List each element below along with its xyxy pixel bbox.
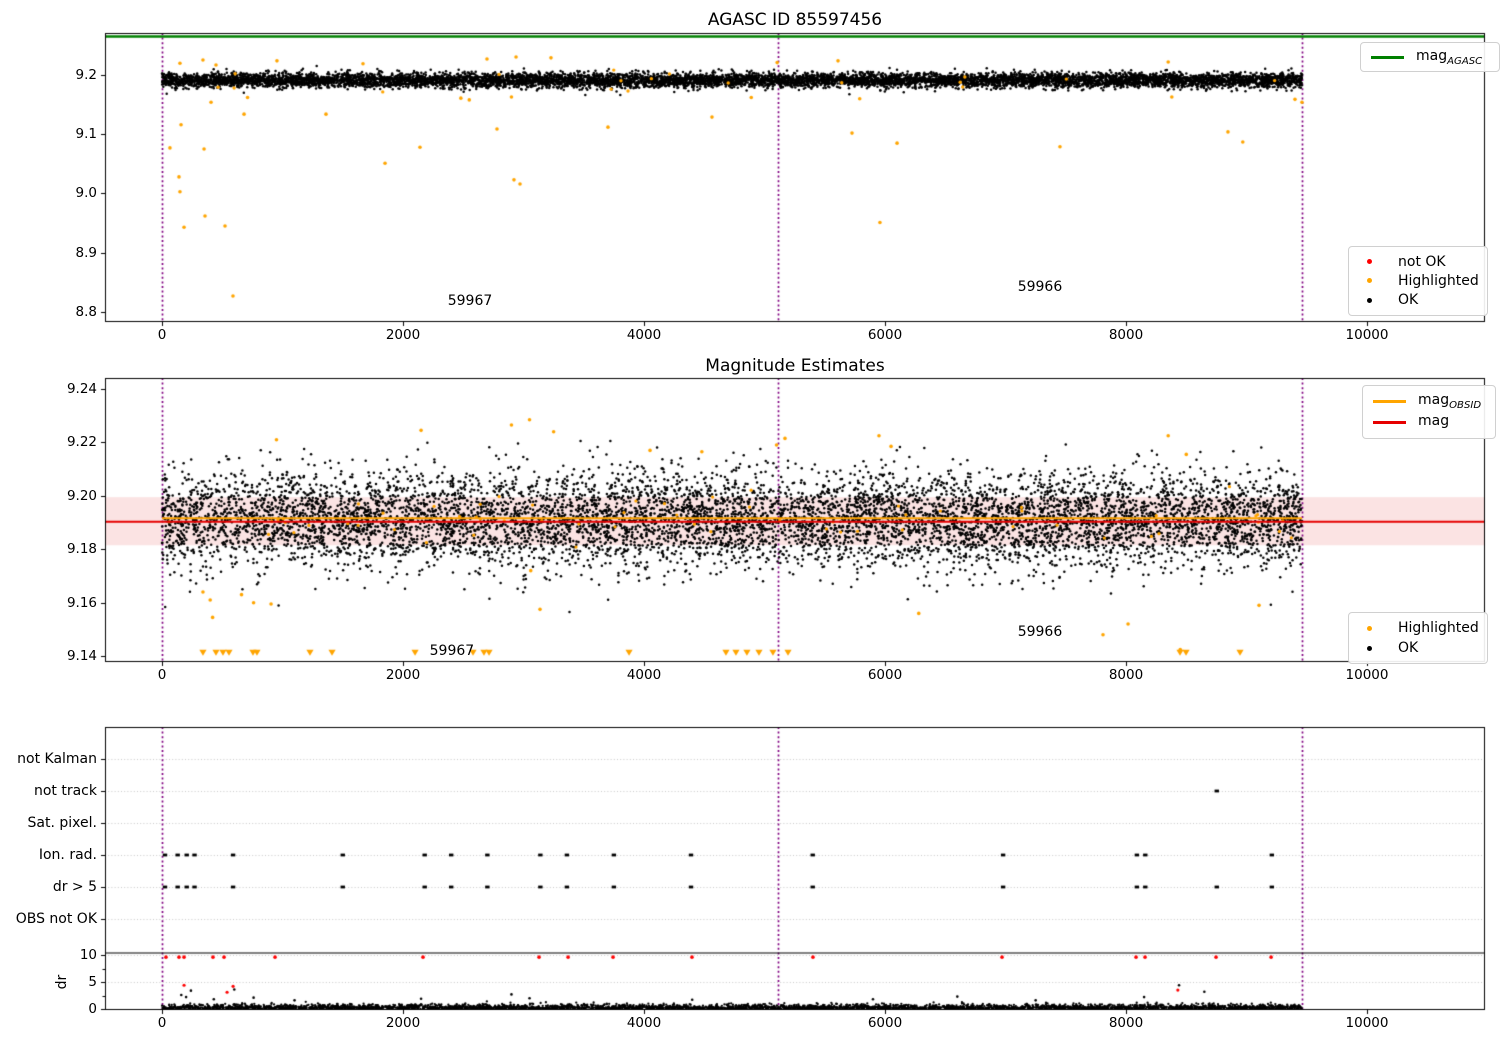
obsid-annotation-59967-mid: 59967 — [429, 643, 475, 660]
obsid-annotation-59966-top: 59966 — [1017, 279, 1063, 296]
legend-row: magOBSID — [1373, 391, 1485, 412]
legend-point-types-top: not OK Highlighted OK — [1348, 246, 1488, 316]
legend-row: Highlighted — [1359, 618, 1479, 638]
legend-label: OK — [1398, 640, 1419, 656]
legend-label-main: mag — [1418, 392, 1450, 409]
panel1-title: AGASC ID 85597456 — [707, 10, 883, 30]
not-ok-dot-sample — [1367, 259, 1372, 265]
legend-label-main: mag — [1418, 413, 1450, 430]
legend-label: mag — [1418, 413, 1449, 432]
legend-label: OK — [1398, 292, 1419, 309]
mag-agasc-line-sample — [1371, 55, 1404, 59]
legend-row: Highlighted — [1359, 271, 1479, 290]
legend-label: magAGASC — [1416, 48, 1482, 67]
dr-axis-label: dr — [54, 974, 70, 990]
ok-dot-sample — [1367, 645, 1372, 651]
obsid-annotation-59966-mid: 59966 — [1017, 624, 1063, 641]
legend-row: OK — [1359, 291, 1477, 310]
legend-label-sub: AGASC — [1447, 55, 1483, 67]
legend-mag-agasc: magAGASC — [1360, 42, 1500, 72]
legend-label-main: mag — [1416, 47, 1448, 64]
legend-row: not OK — [1359, 252, 1477, 271]
legend-point-types-mid: Highlighted OK — [1348, 612, 1488, 664]
legend-row: mag — [1373, 412, 1485, 433]
ok-dot-sample — [1367, 297, 1372, 303]
legend-label-sub: OBSID — [1449, 399, 1482, 411]
legend-row: OK — [1359, 638, 1477, 658]
highlighted-dot-sample — [1367, 625, 1372, 631]
legend-label: Highlighted — [1398, 620, 1479, 636]
legend-row: magAGASC — [1371, 48, 1489, 67]
legend-mag-lines: magOBSID mag — [1362, 385, 1496, 439]
panel2-title: Magnitude Estimates — [705, 356, 885, 376]
legend-label: Highlighted — [1398, 272, 1479, 289]
mag-obsid-line-sample — [1373, 400, 1406, 403]
legend-label: not OK — [1398, 253, 1446, 270]
highlighted-dot-sample — [1367, 278, 1372, 284]
obsid-annotation-59967-top: 59967 — [447, 292, 493, 309]
legend-label: magOBSID — [1418, 392, 1481, 411]
mag-line-sample — [1373, 421, 1406, 424]
